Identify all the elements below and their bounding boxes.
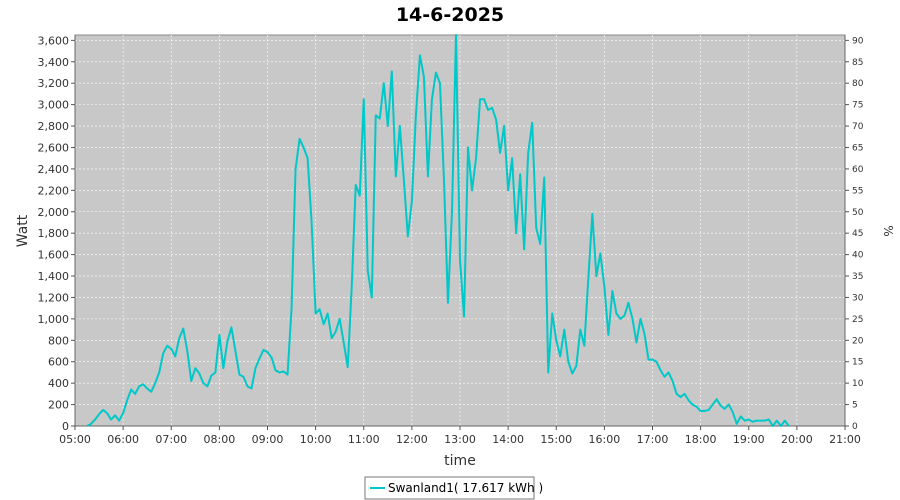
legend: Swanland1( 17.617 kWh ) [364, 476, 543, 500]
y-axis-label: Watt [15, 214, 31, 247]
x-tick-label: 09:00 [252, 433, 284, 446]
x-tick-label: 08:00 [204, 433, 236, 446]
y2-tick-label: 50 [852, 208, 864, 218]
y2-tick-label: 5 [852, 401, 858, 411]
x-tick-label: 14:00 [492, 433, 524, 446]
x-tick-label: 10:00 [300, 433, 332, 446]
y2-tick-label: 65 [852, 143, 863, 153]
y2-tick-label: 35 [852, 272, 863, 282]
y-tick-label: 200 [48, 399, 69, 412]
y2-tick-label: 40 [852, 251, 864, 261]
y-tick-label: 2,200 [38, 184, 70, 197]
y2-tick-label: 90 [852, 36, 864, 46]
y2-tick-label: 60 [852, 165, 864, 175]
y-tick-label: 800 [48, 334, 69, 347]
y-tick-label: 1,200 [38, 291, 70, 304]
y2-tick-label: 0 [852, 422, 858, 432]
y2-tick-label: 80 [852, 79, 864, 89]
y2-tick-label: 75 [852, 101, 863, 111]
x-tick-label: 05:00 [59, 433, 91, 446]
x-tick-label: 19:00 [733, 433, 765, 446]
legend-box [364, 476, 535, 500]
y2-tick-label: 15 [852, 358, 863, 368]
y2-tick-label: 20 [852, 336, 864, 346]
y-tick-label: 1,600 [38, 249, 70, 262]
y2-tick-label: 10 [852, 379, 864, 389]
x-tick-label: 18:00 [685, 433, 717, 446]
x-tick-label: 16:00 [589, 433, 621, 446]
y-tick-label: 3,200 [38, 77, 70, 90]
x-axis-ticks: 05:00 06:00 07:00 08:00 09:00 10:00 11:00 12:00… [59, 426, 861, 446]
y-tick-label: 2,600 [38, 141, 70, 154]
y-tick-label: 1,400 [38, 270, 70, 283]
x-tick-label: 15:00 [540, 433, 572, 446]
chart-title: 14-6-2025 [396, 4, 504, 26]
x-tick-label: 21:00 [829, 433, 861, 446]
plot-area [74, 34, 846, 427]
y2-tick-label: 30 [852, 293, 864, 303]
x-tick-label: 20:00 [781, 433, 813, 446]
y-tick-label: 600 [48, 356, 69, 369]
y-tick-label: 400 [48, 377, 69, 390]
x-axis-label: time [444, 453, 476, 469]
series-line [86, 34, 790, 427]
y2-tick-label: 45 [852, 229, 863, 239]
x-tick-label: 07:00 [155, 433, 187, 446]
y2-tick-label: 70 [852, 122, 864, 132]
y-tick-label: 2,400 [38, 163, 70, 176]
x-tick-label: 06:00 [107, 433, 139, 446]
y2-tick-label: 25 [852, 315, 863, 325]
y-axis-right-ticks: 0 5 10 15 20 25 30 35 40 45 50 55 60 65 70 75 80 85 90 [845, 36, 864, 432]
y-tick-label: 3,400 [38, 56, 70, 69]
legend-label: Swanland1( 17.617 kWh ) [388, 481, 543, 495]
y-tick-label: 1,800 [38, 227, 70, 240]
y2-tick-label: 55 [852, 186, 863, 196]
y-tick-label: 2,000 [38, 206, 70, 219]
x-tick-label: 12:00 [396, 433, 428, 446]
y-axis-left-ticks: 0 200 400 600 800 1,000 1,200 1,400 1,600 1,800 2,… [38, 34, 75, 433]
y-tick-label: 1,000 [38, 313, 70, 326]
x-tick-label: 11:00 [348, 433, 380, 446]
y2-axis-label: % [881, 225, 895, 236]
y-tick-label: 2,800 [38, 120, 70, 133]
y-tick-label: 3,600 [38, 34, 70, 47]
y-tick-label: 0 [62, 420, 69, 433]
x-tick-label: 13:00 [444, 433, 476, 446]
y-tick-label: 3,000 [38, 99, 70, 112]
x-tick-label: 17:00 [637, 433, 669, 446]
y2-tick-label: 85 [852, 58, 863, 68]
